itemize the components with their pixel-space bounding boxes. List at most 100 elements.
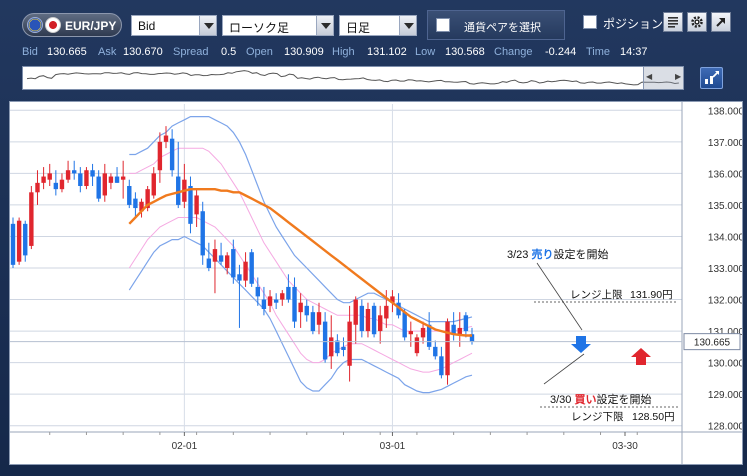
y-tick-label: 131.000 — [708, 327, 742, 338]
quote-bar: Bid 130.665 Ask 130.670 Spread 0.5 Open … — [0, 45, 747, 61]
chart-panel[interactable]: 138.000 137.000 136.000 135.000 134.000 133.0… — [9, 101, 743, 465]
candle-up — [157, 141, 163, 171]
timeframe-select[interactable]: 日足 — [339, 15, 417, 36]
chart-mode-button[interactable] — [700, 67, 723, 89]
buy-start-annotation: 3/30 買い設定を開始 — [550, 392, 651, 406]
range-upper-value: 131.90円 — [630, 289, 673, 301]
inner-band-upper-line — [129, 147, 473, 332]
eu-flag-icon — [27, 17, 43, 33]
candle-down — [23, 223, 28, 256]
currency-pair-label: EUR/JPY — [65, 19, 117, 33]
buy-pointer-line — [543, 353, 585, 385]
ask-value: 130.670 — [123, 46, 163, 58]
candle-up — [194, 195, 199, 215]
x-tick-label: 03-30 — [612, 441, 638, 452]
candle-down — [463, 315, 469, 332]
pair-select-checkbox[interactable] — [436, 18, 450, 32]
chevron-down-icon[interactable] — [199, 16, 216, 35]
candle-up — [41, 176, 46, 183]
candlestick-chart[interactable]: 138.000 137.000 136.000 135.000 134.000 133.0… — [10, 102, 742, 464]
y-tick-label: 134.000 — [708, 232, 742, 243]
y-tick-label: 132.000 — [708, 296, 742, 307]
sell-start-annotation: 3/23 売り設定を開始 — [507, 247, 608, 261]
candle-up — [151, 173, 156, 196]
jp-flag-icon — [45, 17, 61, 33]
y-tick-label: 138.000 — [708, 106, 742, 117]
chart-navigator[interactable]: ◀ ▶ — [22, 66, 684, 90]
currency-pair-button[interactable]: EUR/JPY — [22, 13, 122, 37]
candle-down — [292, 286, 297, 322]
y-tick-label: 133.000 — [708, 264, 742, 275]
list-menu-button[interactable] — [663, 12, 683, 32]
candle-down — [176, 176, 181, 205]
high-value: 131.102 — [367, 46, 407, 58]
candle-up — [139, 201, 144, 212]
position-checkbox[interactable] — [583, 15, 597, 29]
candle-up — [353, 299, 358, 325]
navigator-right-handle[interactable]: ▶ — [675, 72, 682, 81]
position-label: ポジション — [603, 17, 664, 31]
candle-up — [414, 337, 420, 354]
candle-up — [280, 293, 285, 300]
candle-down — [255, 286, 260, 297]
candle-up — [316, 312, 322, 325]
candle-up — [347, 321, 352, 366]
candle-up — [298, 302, 303, 313]
popout-arrow-icon — [716, 18, 725, 27]
bid-value: 130.665 — [47, 46, 87, 58]
y-tick-label: 129.000 — [708, 390, 742, 401]
candle-down — [261, 299, 267, 309]
outer-band-lower-line — [128, 235, 473, 394]
navigator-left-handle[interactable]: ◀ — [646, 72, 653, 81]
bid-label: Bid — [22, 46, 38, 58]
candle-up — [445, 321, 450, 376]
buy-arrow-icon — [631, 348, 651, 365]
chevron-down-icon[interactable] — [316, 16, 333, 35]
chart-style-value: ローソク足 — [229, 21, 290, 35]
timeframe-value: 日足 — [346, 21, 371, 35]
candle-up — [420, 327, 426, 338]
candle-up — [108, 176, 114, 183]
candle-down — [371, 305, 377, 335]
candle-down — [304, 305, 309, 316]
open-label: Open — [246, 46, 273, 58]
candle-down — [273, 299, 279, 303]
popout-button[interactable] — [711, 12, 731, 32]
pair-select-button[interactable]: 通貨ペアを選択 — [427, 10, 565, 40]
navigator-range-window[interactable]: ◀ ▶ — [643, 67, 684, 89]
candle-down — [426, 324, 432, 347]
candle-down — [451, 324, 456, 335]
candle-down — [90, 170, 95, 177]
candle-down — [359, 305, 365, 332]
candle-up — [59, 179, 65, 190]
open-value: 130.909 — [284, 46, 324, 58]
candle-down — [310, 312, 316, 332]
change-value: -0.244 — [545, 46, 577, 58]
inner-band-lower-line — [128, 217, 473, 373]
candle-down — [469, 334, 475, 342]
candle-up — [267, 296, 273, 306]
candle-down — [206, 258, 212, 268]
chevron-down-icon[interactable] — [399, 16, 416, 35]
toolbar: EUR/JPY Bid ローソク足 日足 通貨ペアを選択 ポジション — [0, 0, 747, 42]
pair-select-label: 通貨ペアを選択 — [464, 22, 541, 34]
low-label: Low — [415, 46, 436, 58]
candle-down — [96, 176, 101, 199]
price-type-select[interactable]: Bid — [131, 15, 217, 36]
candle-up — [29, 192, 34, 246]
candle-down — [188, 186, 193, 224]
chart-mode-icon — [705, 71, 719, 84]
candle-down — [218, 255, 224, 262]
candle-up — [390, 296, 395, 303]
candle-up — [457, 327, 462, 335]
settings-button[interactable] — [687, 12, 707, 32]
candle-up — [84, 170, 89, 186]
current-price-label: 130.665 — [694, 338, 731, 349]
candle-down — [133, 198, 138, 209]
gear-icon — [691, 16, 703, 28]
candle-up — [378, 315, 383, 332]
chart-style-select[interactable]: ローソク足 — [222, 15, 334, 36]
candle-up — [225, 255, 230, 268]
candle-down — [10, 223, 16, 265]
